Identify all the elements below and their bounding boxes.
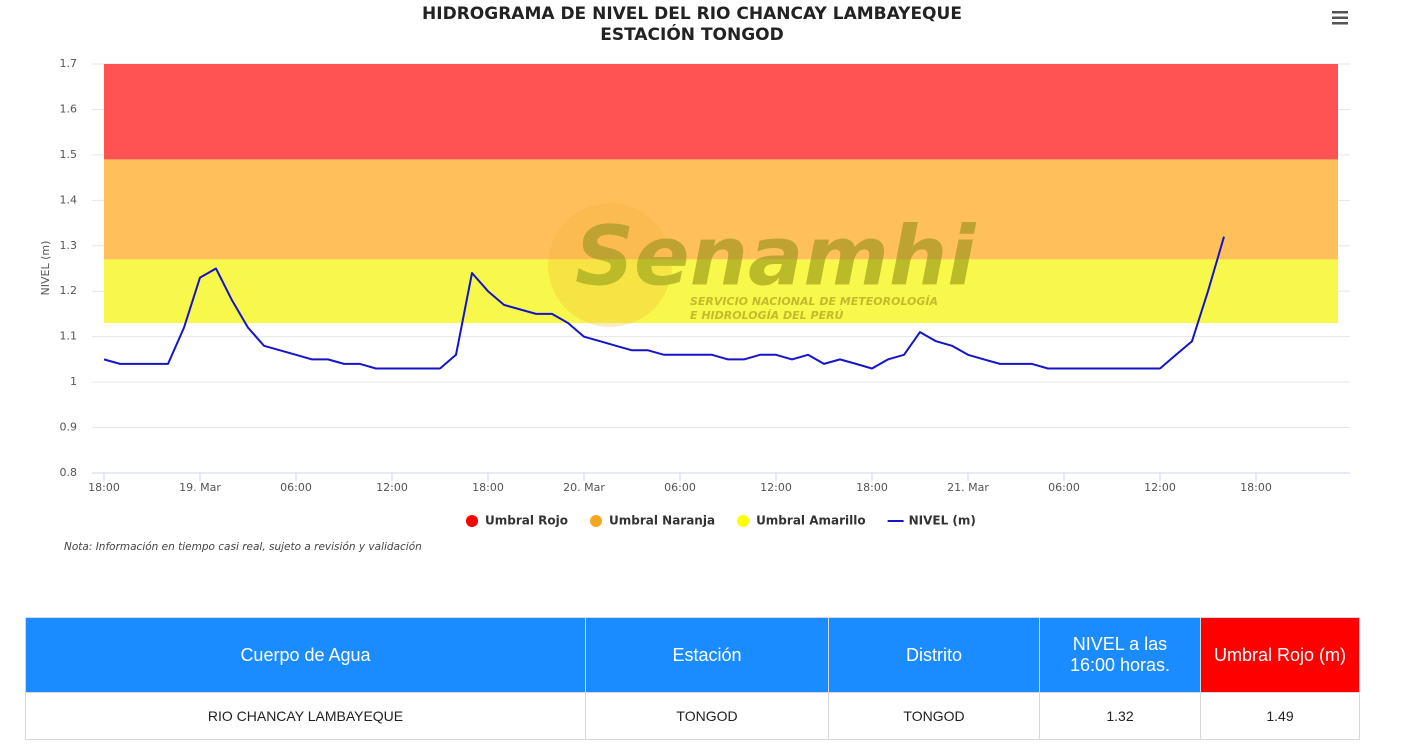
header-cell: Cuerpo de Agua bbox=[25, 617, 586, 693]
cell: RIO CHANCAY LAMBAYEQUE bbox=[25, 692, 586, 740]
table-header: Cuerpo de Agua Estación Distrito NIVEL a… bbox=[25, 617, 1360, 693]
table-row: RIO CHANCAY LAMBAYEQUE TONGOD TONGOD 1.3… bbox=[25, 692, 1360, 740]
x-tick-label: 06:00 bbox=[1048, 481, 1080, 494]
threshold-band bbox=[104, 259, 1338, 324]
legend-marker bbox=[737, 515, 750, 527]
watermark-line: SERVICIO NACIONAL DE METEOROLOGÍA bbox=[690, 295, 938, 308]
legend-label: NIVEL (m) bbox=[909, 514, 976, 528]
legend-marker bbox=[466, 515, 478, 527]
header-cell: NIVEL a las 16:00 horas. bbox=[1039, 617, 1201, 693]
x-tick-label: 12:00 bbox=[760, 481, 792, 494]
watermark-line: E HIDROLOGÍA DEL PERÚ bbox=[690, 309, 844, 322]
x-tick-label: 19. Mar bbox=[179, 481, 221, 494]
note: Nota: Información en tiempo casi real, s… bbox=[64, 541, 422, 553]
chart: HIDROGRAMA DE NIVEL DEL RIO CHANCAY LAMB… bbox=[39, 4, 1350, 553]
menu-bar[interactable] bbox=[1332, 16, 1348, 20]
x-tick-label: 18:00 bbox=[472, 481, 504, 494]
x-tick-label: 18:00 bbox=[1240, 481, 1272, 494]
threshold-band bbox=[104, 64, 1338, 160]
cell: 1.49 bbox=[1200, 692, 1360, 740]
menu-bar[interactable] bbox=[1332, 11, 1348, 14]
legend-label: Umbral Naranja bbox=[609, 514, 715, 528]
chart-subtitle: ESTACIÓN TONGOD bbox=[600, 23, 783, 45]
cell: 1.32 bbox=[1039, 692, 1201, 740]
y-tick-label: 0.8 bbox=[60, 466, 78, 479]
x-tick-label: 18:00 bbox=[856, 481, 888, 494]
x-tick-label: 12:00 bbox=[1144, 481, 1176, 494]
y-tick-label: 1.7 bbox=[60, 57, 78, 70]
threshold-band bbox=[104, 159, 1338, 260]
y-tick-label: 1.4 bbox=[60, 193, 78, 206]
x-tick-label: 18:00 bbox=[88, 481, 120, 494]
y-tick-label: 1.1 bbox=[60, 330, 78, 343]
y-tick-label: 1.5 bbox=[60, 148, 78, 161]
info-table: Cuerpo de Agua Estación Distrito NIVEL a… bbox=[25, 617, 1360, 740]
y-tick-label: 0.9 bbox=[60, 421, 78, 434]
menu-bar[interactable] bbox=[1332, 22, 1348, 25]
cell: TONGOD bbox=[585, 692, 829, 740]
y-tick-label: 1 bbox=[70, 375, 77, 388]
y-tick-label: 1.2 bbox=[60, 284, 78, 297]
watermark-sun bbox=[548, 203, 672, 327]
legend-label: Umbral Rojo bbox=[485, 514, 568, 528]
x-tick-label: 20. Mar bbox=[563, 481, 605, 494]
watermark-name: Senamhi bbox=[575, 209, 977, 304]
cell: TONGOD bbox=[828, 692, 1040, 740]
x-tick-label: 06:00 bbox=[664, 481, 696, 494]
x-tick-label: 21. Mar bbox=[947, 481, 989, 494]
y-tick-label: 1.3 bbox=[60, 239, 78, 252]
x-tick-label: 06:00 bbox=[280, 481, 312, 494]
legend-marker bbox=[590, 515, 602, 527]
header-cell: Estación bbox=[585, 617, 829, 693]
header-cell: Umbral Rojo (m) bbox=[1200, 617, 1360, 693]
menu-button[interactable] bbox=[1332, 11, 1348, 25]
y-axis-label: NIVEL (m) bbox=[39, 241, 52, 296]
header-cell: Distrito bbox=[828, 617, 1040, 693]
y-tick-label: 1.6 bbox=[60, 102, 78, 115]
legend-label: Umbral Amarillo bbox=[756, 514, 866, 528]
level-line bbox=[103, 236, 1225, 370]
x-tick-label: 12:00 bbox=[376, 481, 408, 494]
chart-title: HIDROGRAMA DE NIVEL DEL RIO CHANCAY LAMB… bbox=[422, 4, 962, 24]
